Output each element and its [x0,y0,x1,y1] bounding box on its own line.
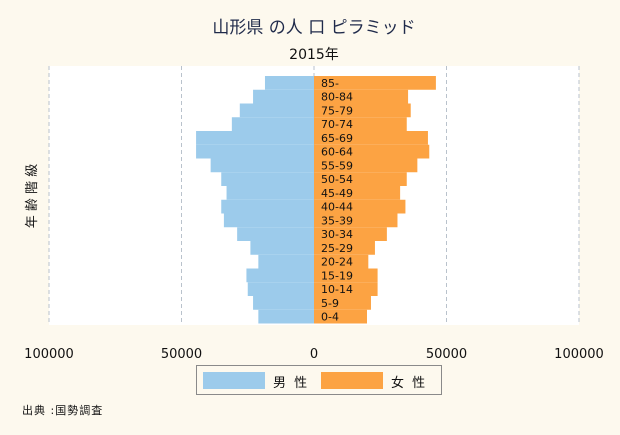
legend-swatch-male [203,372,265,389]
bar-male [258,254,314,269]
bar-male [231,117,314,131]
x-tick-label: 0 [310,347,318,362]
bar-male [253,89,314,104]
bar-female [314,199,406,214]
x-tick-label: 100000 [24,347,74,362]
bar-male [258,309,314,324]
x-tick-label: 50000 [426,347,467,362]
bar-male [223,213,314,228]
legend-label-male: 男 性 [273,376,310,391]
bar-female [314,76,436,90]
bar-male [250,241,314,255]
age-category-label: 20-24 [321,256,353,269]
age-category-label: 70-74 [321,118,353,131]
bar-female [314,227,387,241]
bar-male [264,76,314,90]
age-category-label: 80-84 [321,91,353,104]
age-category-label: 35-39 [321,214,353,227]
bar-male [239,103,314,118]
age-category-label: 75-79 [321,104,353,117]
age-category-label: 55-59 [321,159,353,172]
chart-title: 山形県 の人 口 ピラミッド [212,18,415,38]
bar-male [247,282,314,296]
bar-female [314,103,411,118]
chart-subtitle: 2015年 [289,47,339,63]
age-category-label: 30-34 [321,228,353,241]
bar-male [253,296,314,310]
bar-female [314,254,369,269]
x-tick-label: 100000 [554,347,604,362]
bar-male [226,186,314,200]
source-note: 出典 :国勢調査 [22,404,104,417]
bar-female [314,296,371,310]
age-category-label: 50-54 [321,173,353,186]
bar-female [314,282,378,296]
age-category-label: 65-69 [321,132,353,145]
legend-swatch-female [321,372,383,389]
bar-female [314,158,418,173]
bar-male [246,268,314,283]
age-category-label: 15-19 [321,269,353,282]
x-tick-label: 50000 [161,347,202,362]
bar-male [196,131,314,145]
y-axis-label: 年 齢 階 級 [25,164,40,228]
age-category-label: 45-49 [321,187,353,200]
bar-female [314,268,378,283]
bar-female [314,117,407,131]
bar-male [221,172,314,186]
age-category-label: 10-14 [321,283,353,296]
age-category-label: 40-44 [321,201,353,214]
bar-female [314,131,428,145]
legend: 男 性 女 性 [196,365,442,395]
bar-female [314,213,398,228]
age-category-label: 0-4 [321,311,339,324]
age-category-label: 5-9 [321,297,339,310]
age-category-label: 60-64 [321,146,353,159]
bar-male [237,227,314,241]
bar-female [314,89,409,104]
bar-female [314,186,401,200]
bar-male [221,199,314,214]
bar-male [196,144,314,159]
age-category-label: 85- [321,77,339,90]
bar-female [314,144,430,159]
bar-male [210,158,314,173]
bar-female [314,309,367,324]
bar-female [314,241,375,255]
age-category-label: 25-29 [321,242,353,255]
bar-female [314,172,407,186]
legend-label-female: 女 性 [391,376,428,391]
